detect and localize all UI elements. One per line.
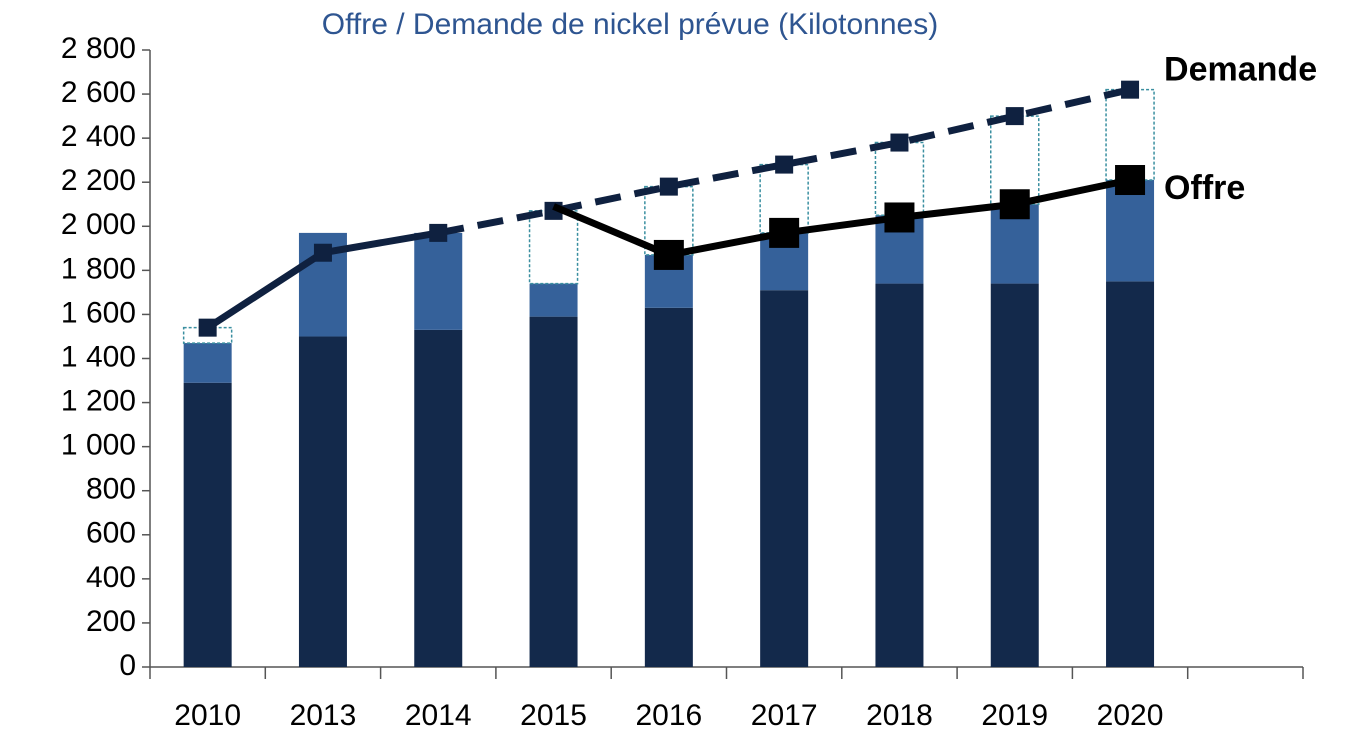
- bar-segment: [1106, 180, 1155, 282]
- bar-segment: [990, 283, 1039, 667]
- bar-segment: [1106, 281, 1155, 667]
- line-marker: [1115, 165, 1146, 196]
- line-marker: [775, 155, 794, 174]
- y-tick-label: 0: [119, 649, 136, 682]
- line-marker: [1005, 107, 1024, 126]
- gap-box: [182, 326, 233, 344]
- line-marker: [999, 189, 1030, 220]
- x-tick-label: 2019: [981, 699, 1048, 729]
- line-series: [552, 176, 1131, 259]
- y-tick-label: 600: [86, 517, 136, 550]
- series-label: Offre: [1164, 169, 1245, 207]
- chart-title: Offre / Demande de nickel prévue (Kiloto…: [322, 8, 938, 41]
- x-tick-label: 2016: [635, 699, 702, 729]
- x-tick-label: 2013: [290, 699, 357, 729]
- x-tick-label: 2018: [866, 699, 933, 729]
- bar-segment: [414, 329, 463, 667]
- x-tick-label: 2020: [1097, 699, 1164, 729]
- y-tick-label: 2 200: [61, 164, 136, 197]
- x-tick-label: 2010: [174, 699, 241, 729]
- y-tick-label: 2 600: [61, 76, 136, 109]
- x-tick-label: 2015: [520, 699, 587, 729]
- line-marker: [769, 217, 800, 248]
- y-tick-label: 1 600: [61, 296, 136, 329]
- line-marker: [429, 223, 448, 242]
- x-tick-label: 2017: [751, 699, 818, 729]
- gap-box: [528, 210, 579, 285]
- bar-segment: [875, 283, 924, 667]
- y-tick-label: 2 000: [61, 208, 136, 241]
- line-marker: [659, 177, 678, 196]
- line-marker: [653, 239, 684, 270]
- y-tick-label: 200: [86, 605, 136, 638]
- bar-segment: [414, 232, 463, 330]
- line-marker: [1121, 80, 1140, 99]
- line-marker: [198, 318, 217, 337]
- x-tick-label: 2014: [405, 699, 472, 729]
- bar-segment: [760, 290, 809, 667]
- bar-segment: [183, 343, 232, 383]
- series-label: Demande: [1164, 51, 1317, 89]
- y-tick-label: 2 400: [61, 120, 136, 153]
- bar-segment: [529, 316, 578, 667]
- y-tick-label: 1 400: [61, 340, 136, 373]
- y-tick-label: 1 000: [61, 429, 136, 462]
- bar-segment: [644, 307, 693, 667]
- bar-segment: [529, 283, 578, 317]
- bar-segment: [298, 336, 347, 667]
- line-marker: [884, 202, 915, 233]
- y-tick-label: 2 800: [61, 32, 136, 65]
- gap-box: [874, 141, 925, 217]
- y-tick-label: 800: [86, 473, 136, 506]
- y-tick-label: 1 800: [61, 252, 136, 285]
- line-marker: [313, 243, 332, 262]
- y-tick-label: 400: [86, 561, 136, 594]
- bar-segment: [183, 382, 232, 667]
- line-marker: [890, 133, 909, 152]
- y-tick-label: 1 200: [61, 384, 136, 417]
